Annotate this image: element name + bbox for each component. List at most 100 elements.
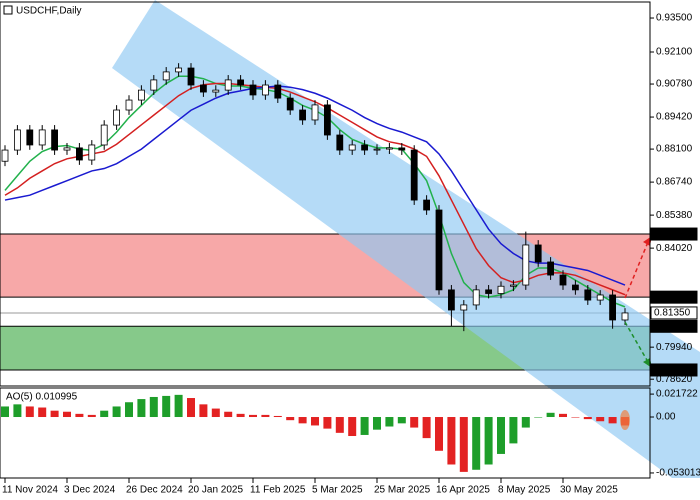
y-tick-label: 0.89420 — [656, 112, 693, 123]
y-tick-label: 0.90780 — [656, 79, 693, 90]
candle-body — [63, 147, 71, 151]
x-tick-label: 3 Dec 2024 — [64, 485, 116, 496]
x-tick-label: 8 May 2025 — [498, 485, 551, 496]
candle-body — [410, 149, 418, 201]
ao-panel-frame — [0, 387, 651, 479]
candle-body — [26, 129, 34, 146]
ao-bar — [608, 417, 617, 424]
candle-body — [150, 79, 158, 91]
x-tick-label: 30 May 2025 — [560, 485, 618, 496]
y-tick-label: 0.78620 — [656, 374, 693, 385]
ao-bar — [249, 414, 257, 418]
ao-bar — [559, 413, 567, 418]
ao-bar — [162, 395, 171, 418]
level-label: 0.81350 — [654, 308, 691, 319]
y-tick-label: -0.053013 — [656, 468, 700, 479]
moving-average — [4, 85, 626, 286]
candle-body — [398, 147, 406, 151]
candle-body — [348, 144, 356, 151]
trend-channel — [112, 0, 700, 478]
ao-bar — [273, 415, 282, 418]
ao-bar — [534, 417, 543, 418]
candle-body — [534, 244, 542, 263]
x-tick-label: 16 Apr 2025 — [436, 485, 490, 496]
candle-body — [261, 84, 269, 96]
candle-body — [286, 97, 294, 111]
candle-body — [249, 84, 257, 96]
ao-bar — [335, 417, 344, 433]
candle-body — [584, 289, 592, 301]
ao-title: AO(5) 0.010995 — [6, 392, 78, 403]
ao-bar — [187, 398, 195, 418]
ao-bar — [13, 404, 22, 418]
ao-bar — [348, 417, 357, 437]
candle-body — [609, 294, 616, 321]
candle-body — [621, 312, 629, 321]
ao-bar — [410, 417, 419, 428]
ao-bar — [125, 402, 133, 418]
ao-bar — [112, 406, 121, 418]
y-tick-label: 0.93500 — [656, 13, 693, 24]
ao-bar — [447, 417, 456, 465]
candle-body — [100, 124, 108, 146]
candle-body — [497, 285, 505, 294]
ao-bar — [397, 417, 406, 424]
level-label: 0.8080 — [654, 321, 685, 332]
ao-bar — [63, 411, 71, 418]
x-tick-label: 25 Mar 2025 — [374, 485, 431, 496]
candle-body — [88, 144, 96, 161]
axes: 0.8460 0.82000 0.81350 0.8080 0.7900 0.93500 0… — [2, 13, 700, 496]
ao-bar — [546, 412, 555, 418]
candle-body — [1, 149, 9, 162]
candle-body — [137, 89, 145, 101]
candle-body — [162, 71, 170, 81]
ao-bar — [459, 417, 468, 472]
y-tick-label: 0.79940 — [656, 342, 693, 353]
ao-bar — [596, 417, 605, 422]
candle-body — [385, 147, 393, 150]
candle-body — [423, 199, 431, 211]
ao-bar — [521, 417, 530, 428]
ao-bar — [174, 394, 183, 418]
candle-body — [224, 79, 232, 91]
ao-bar — [472, 417, 481, 470]
ao-bar — [311, 417, 319, 426]
candle-body — [199, 84, 207, 93]
candle-body — [472, 289, 480, 306]
x-tick-label: 20 Jan 2025 — [188, 485, 243, 496]
level-label: 0.82000 — [654, 292, 691, 303]
ao-bar — [373, 417, 381, 430]
ao-bar — [385, 417, 394, 427]
level-box — [650, 363, 698, 377]
candle-body — [51, 129, 58, 151]
ao-bar — [583, 417, 592, 420]
ao-bar — [236, 413, 245, 418]
ao-bar — [422, 417, 431, 439]
x-tick-label: 11 Nov 2024 — [2, 485, 58, 496]
y-tick-label: 0.85380 — [656, 210, 693, 221]
ao-bar — [286, 417, 295, 421]
candle-body — [175, 67, 183, 73]
ao-bar — [38, 407, 47, 418]
ao-bar — [497, 417, 505, 454]
ao-bar — [50, 410, 59, 418]
level-label: 0.8460 — [654, 229, 685, 240]
y-tick-label: 0.021722 — [656, 389, 698, 400]
symbol-icon — [3, 5, 13, 15]
ao-bar — [211, 408, 220, 418]
candle-body — [76, 147, 83, 161]
candle-body — [125, 99, 133, 111]
ao-bar — [435, 417, 443, 451]
ao-bar — [298, 417, 307, 424]
x-tick-label: 26 Dec 2024 — [126, 485, 183, 496]
candle-body — [237, 79, 245, 86]
ao-bar — [25, 406, 34, 418]
level-label: 0.7900 — [654, 365, 685, 376]
candle-body — [336, 134, 344, 151]
ao-bar — [224, 411, 233, 418]
x-tick-label: 11 Feb 2025 — [250, 485, 306, 496]
candle-body — [559, 274, 567, 286]
candle-body — [274, 84, 282, 99]
